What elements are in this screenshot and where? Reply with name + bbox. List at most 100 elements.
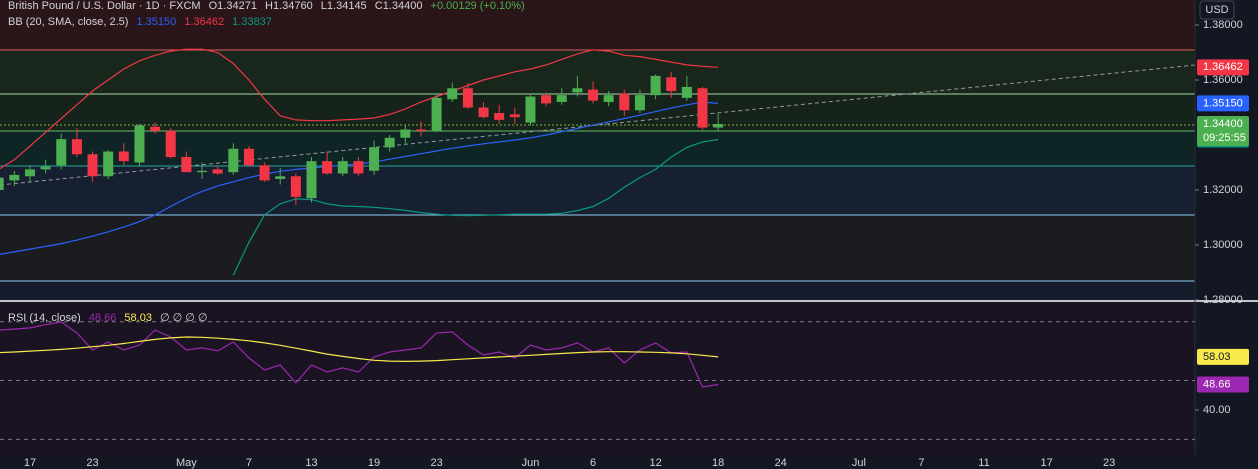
currency-box[interactable] <box>1199 0 1235 20</box>
series-line <box>0 321 719 388</box>
candle-body <box>71 139 82 155</box>
candle-body <box>87 154 98 177</box>
candle-body <box>322 161 333 174</box>
candle-body <box>228 148 239 173</box>
candle-body <box>572 88 583 93</box>
candle-body <box>384 137 395 148</box>
x-tick-label: 17 <box>1040 457 1052 469</box>
close-tag-bg <box>1197 116 1249 147</box>
x-tick-label: 7 <box>918 457 924 469</box>
candle-body <box>681 86 692 98</box>
bb-title: BB (20, SMA, close, 2.5) <box>8 16 129 28</box>
x-tick-label: Jun <box>522 457 540 469</box>
candle-body <box>603 95 614 103</box>
bb-upper-value: 1.36462 <box>184 16 225 28</box>
currency-label: USD <box>1205 4 1228 16</box>
x-tick-label: 18 <box>712 457 724 469</box>
candle-body <box>118 151 129 162</box>
candle-body <box>212 169 223 174</box>
candle-body <box>103 151 114 177</box>
candle-body <box>697 88 708 128</box>
ohlc-low: L1.34145 <box>320 0 367 12</box>
ohlc-open: O1.34271 <box>208 0 257 12</box>
candle-body <box>447 88 458 100</box>
bb-header: BB (20, SMA, close, 2.5) 1.35150 1.36462… <box>8 16 277 28</box>
candle-body <box>369 147 380 171</box>
rsi-ma-value: 58.03 <box>124 312 152 324</box>
candle-body <box>243 148 254 166</box>
price-tag-bg <box>1197 59 1249 76</box>
candle-body <box>306 161 317 199</box>
series-line <box>0 336 719 363</box>
ohlc-high: H1.34760 <box>265 0 313 12</box>
x-tick-label: 17 <box>24 457 36 469</box>
symbol-title: British Pound / U.S. Dollar · 1D · FXCM <box>8 0 201 12</box>
price-tag: 48.66 <box>1203 378 1231 390</box>
bb-lower-value: 1.33837 <box>232 16 272 28</box>
rsi-title: RSI (14, close) <box>8 312 81 324</box>
y-tick-label: 1.38000 <box>1203 19 1243 31</box>
ohlc-close: C1.34400 <box>374 0 423 12</box>
candle-body <box>415 129 426 131</box>
rsi-value: 48.66 <box>88 312 117 324</box>
candle-body <box>0 177 4 191</box>
symbol-header: British Pound / U.S. Dollar · 1D · FXCM … <box>8 0 530 12</box>
main-background <box>0 0 1196 282</box>
candle-body <box>165 130 176 158</box>
candle-body <box>150 126 161 131</box>
rsi-background <box>0 302 1195 455</box>
candle-body <box>634 95 645 111</box>
main-plot <box>0 48 724 276</box>
candle-body <box>494 113 505 120</box>
candle-body <box>431 97 442 131</box>
candle-body <box>400 129 411 138</box>
time-tag: 09:25:55 <box>1203 132 1246 144</box>
candle-body <box>259 165 270 181</box>
series-line <box>0 48 719 170</box>
x-tick-label: 7 <box>246 457 252 469</box>
rsi-extra: ∅ ∅ ∅ ∅ <box>160 312 208 324</box>
candle-body <box>181 157 192 173</box>
x-tick-label: Jul <box>852 457 866 469</box>
candle-body <box>275 176 286 180</box>
x-tick-label: 23 <box>430 457 442 469</box>
x-tick-label: 6 <box>590 457 596 469</box>
candle-body <box>650 75 661 96</box>
candle-body <box>134 125 145 163</box>
series-line <box>232 138 719 276</box>
price-tag: 58.03 <box>1203 351 1231 363</box>
y-tick-label: 1.30000 <box>1203 239 1243 251</box>
candle-body <box>713 124 724 128</box>
candle-body <box>290 176 301 197</box>
rsi-plot <box>0 321 1195 440</box>
bb-basis-value: 1.35150 <box>136 16 177 28</box>
price-tag-bg <box>1197 348 1249 365</box>
price-tag-bg <box>1197 376 1249 393</box>
candle-body <box>556 95 567 103</box>
axes: 1.28000 1.30000 1.32000 1.36000 1.38000 40.00… <box>24 19 1249 469</box>
y-tick-label: 40.00 <box>1203 404 1231 416</box>
candle-body <box>353 161 364 174</box>
candle-body <box>56 139 67 166</box>
x-tick-label: 23 <box>1103 457 1115 469</box>
candle-body <box>525 96 536 123</box>
x-tick-label: 12 <box>649 457 661 469</box>
x-tick-label: May <box>176 457 197 469</box>
candle-body <box>588 89 599 101</box>
price-tag: 1.35150 <box>1203 97 1243 109</box>
close-tag: 1.34400 <box>1203 118 1243 130</box>
x-tick-label: 23 <box>86 457 98 469</box>
change-label: +0.00129 (+0.10%) <box>430 0 525 12</box>
y-tick-label: 1.36000 <box>1203 74 1243 86</box>
x-tick-label: 13 <box>305 457 317 469</box>
price-tag-bg <box>1197 95 1249 112</box>
y-tick-label: 1.28000 <box>1203 294 1243 306</box>
x-tick-label: 11 <box>978 457 989 469</box>
candle-body <box>40 166 51 170</box>
candle-body <box>9 174 20 181</box>
candle-body <box>619 93 630 111</box>
candle-body <box>197 170 208 173</box>
x-tick-label: 24 <box>775 457 787 469</box>
